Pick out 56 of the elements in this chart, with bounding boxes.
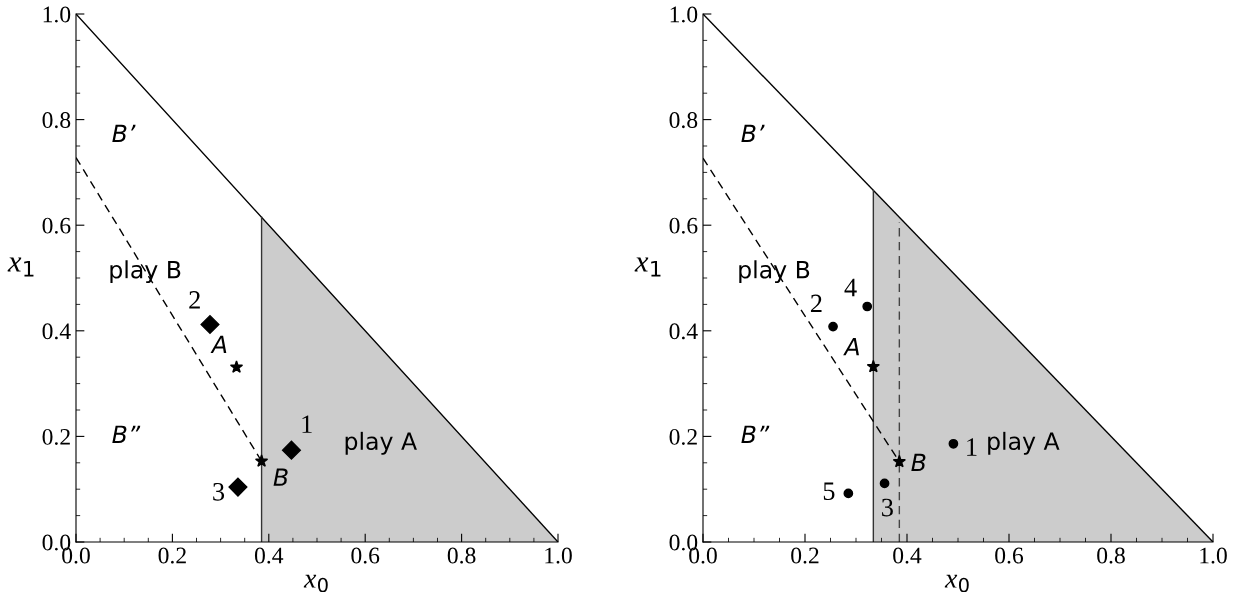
x-tick-label: 0.6 bbox=[351, 547, 380, 564]
annotation: B’ bbox=[112, 124, 136, 142]
y-axis-title: x$_{1}$ bbox=[634, 257, 661, 277]
point bbox=[228, 477, 248, 497]
y-tick-label: 1.0 bbox=[43, 6, 71, 23]
point bbox=[281, 440, 301, 460]
x-tick-label: 0.8 bbox=[1097, 547, 1125, 564]
y-tick-label: 0.2 bbox=[669, 428, 697, 445]
annotation: 5 bbox=[823, 482, 835, 501]
point bbox=[828, 321, 838, 332]
y-tick-label: 0.6 bbox=[42, 217, 71, 234]
x-tick-label: 1.0 bbox=[1200, 547, 1227, 564]
x-tick-label: 0.6 bbox=[995, 547, 1024, 564]
y-axis-title: x$_{1}$ bbox=[7, 257, 34, 277]
y-tick-label: 0.6 bbox=[669, 217, 698, 234]
point bbox=[892, 454, 906, 468]
y-tick-label: 0.8 bbox=[669, 112, 698, 129]
annotation: B’ bbox=[741, 124, 765, 142]
annotation: play A bbox=[988, 431, 1060, 455]
annotation: B” bbox=[741, 425, 770, 443]
y-tick-label: 1.0 bbox=[670, 6, 698, 23]
annotation: play B bbox=[110, 260, 181, 284]
x-axis-title: x$_{0}$ bbox=[303, 574, 328, 592]
point bbox=[843, 488, 854, 499]
point bbox=[200, 314, 220, 334]
annotation: 3 bbox=[213, 482, 225, 501]
annotation: B bbox=[911, 453, 926, 472]
x-axis-title: x$_{0}$ bbox=[944, 574, 969, 592]
point bbox=[866, 359, 880, 373]
annotation: play B bbox=[739, 260, 810, 284]
x-tick-label: 0.4 bbox=[893, 547, 922, 564]
y-tick-label: 0.4 bbox=[669, 323, 698, 340]
annotation: 2 bbox=[189, 291, 200, 309]
x-tick-label: 0.2 bbox=[158, 547, 186, 564]
point bbox=[229, 360, 244, 373]
annotation: 2 bbox=[810, 294, 822, 313]
x-tick-label: 0.8 bbox=[447, 547, 476, 564]
y-tick-label: 0.4 bbox=[42, 323, 71, 340]
annotation: B” bbox=[112, 425, 141, 443]
annotation: A bbox=[210, 335, 227, 353]
x-tick-label: 1.0 bbox=[545, 547, 572, 564]
x-tick-label: 0.4 bbox=[254, 547, 284, 564]
point bbox=[254, 454, 269, 467]
annotation: A bbox=[843, 337, 859, 356]
x-tick-label: 0.2 bbox=[791, 547, 819, 564]
annotation: 1 bbox=[967, 438, 977, 456]
y-tick-label: 0.2 bbox=[42, 428, 70, 445]
annotation: 1 bbox=[302, 415, 312, 433]
annotation: 4 bbox=[844, 278, 857, 297]
point bbox=[879, 478, 890, 489]
annotation: 3 bbox=[882, 498, 893, 517]
annotation: B bbox=[273, 468, 288, 486]
point bbox=[862, 301, 873, 312]
point bbox=[948, 438, 959, 449]
y-tick-label: 0.8 bbox=[42, 112, 71, 129]
annotation: play A bbox=[345, 431, 417, 455]
